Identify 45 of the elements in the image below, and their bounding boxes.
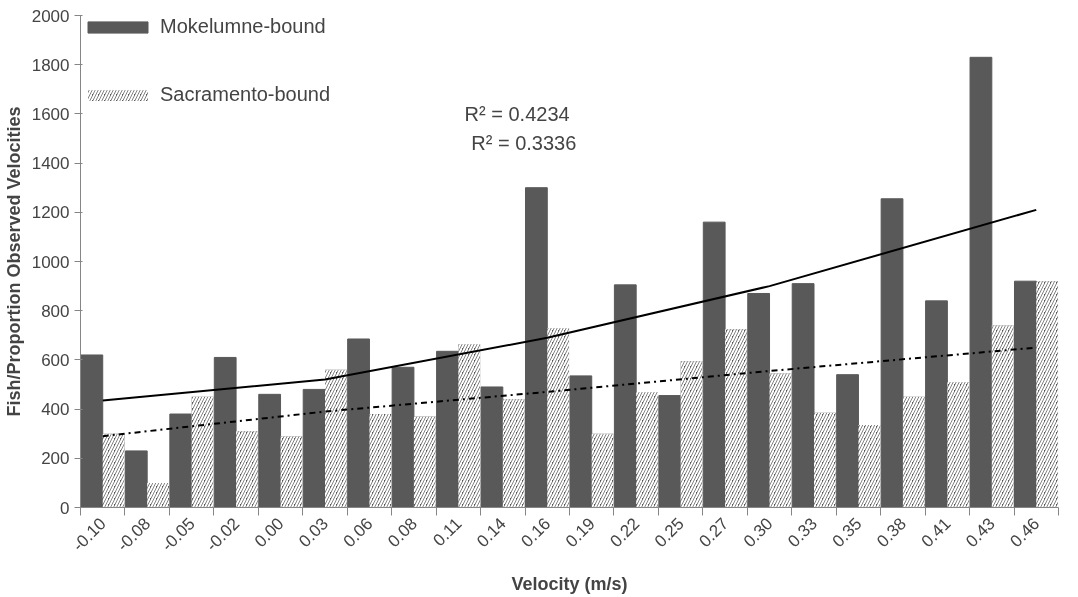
bar: [969, 56, 993, 508]
bar: [836, 374, 859, 508]
bar: [213, 356, 237, 508]
bar: [524, 187, 548, 508]
x-tick-label: 0.46: [1006, 514, 1044, 551]
annotation: R² = 0.3336: [471, 132, 577, 155]
bar: [1013, 280, 1037, 508]
y-axis-title: Fish/Proportion Observed Velocities: [3, 106, 24, 417]
bar: [791, 283, 815, 508]
y-tick-label: 600: [41, 350, 70, 370]
x-tick-label: 0.41: [917, 514, 955, 551]
bar: [124, 450, 148, 508]
annotation: R² = 0.4234: [464, 102, 570, 125]
y-tick-label: 0: [60, 498, 70, 518]
x-tick-label: 0.22: [606, 514, 644, 551]
x-axis-title: Velocity (m/s): [511, 574, 628, 595]
bar: [658, 395, 682, 508]
bar: [613, 284, 637, 508]
bar: [169, 413, 193, 508]
y-tick-label: 1600: [31, 104, 70, 124]
bar: [302, 388, 326, 508]
y-tick-label: 1800: [31, 55, 70, 75]
bar: [391, 366, 415, 508]
bar: [258, 393, 282, 508]
x-tick-label: 0.11: [429, 514, 466, 551]
bar: [702, 221, 726, 508]
y-tick-label: 800: [41, 301, 70, 321]
legend-label: Sacramento-bound: [160, 83, 331, 106]
bar: [480, 386, 504, 508]
y-tick-label: 400: [41, 400, 70, 420]
x-tick-label: 0.16: [517, 514, 555, 551]
bar: [569, 375, 593, 508]
bar: [747, 292, 771, 508]
bar: [925, 300, 948, 508]
y-tick-label: 1000: [31, 252, 70, 272]
y-tick-label: 1200: [31, 203, 70, 223]
bar: [347, 338, 370, 508]
bar: [80, 354, 104, 508]
bar: [880, 198, 904, 508]
y-tick-label: 2000: [31, 6, 70, 26]
y-tick-label: 1400: [31, 154, 70, 174]
y-tick-label: 200: [41, 449, 70, 469]
x-tick-label: 0.06: [339, 514, 377, 551]
legend-label: Mokelumne-bound: [160, 15, 326, 38]
bar: [436, 350, 459, 508]
